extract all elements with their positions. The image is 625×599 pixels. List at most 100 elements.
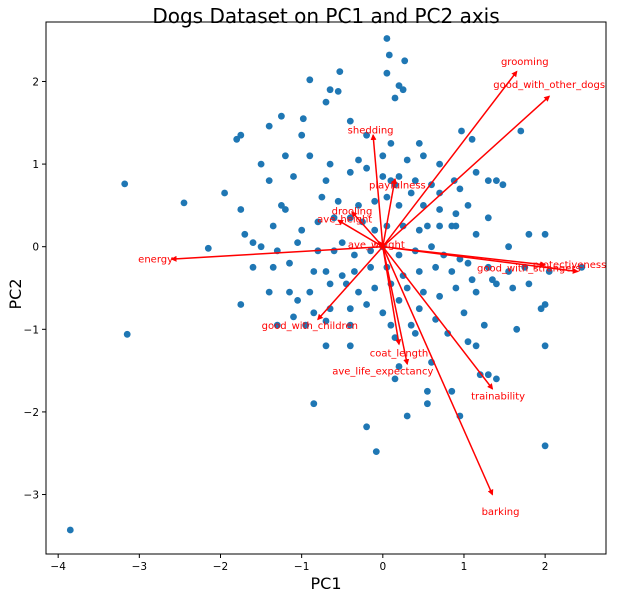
y-axis-label: PC2 [6, 279, 25, 310]
loading-arrow-shedding [370, 134, 384, 247]
loading-arrow-ave-life-expectancy [382, 246, 410, 366]
data-point [383, 35, 391, 42]
data-point [257, 160, 265, 168]
data-point [346, 305, 354, 313]
data-point [334, 88, 342, 95]
data-point [249, 263, 257, 271]
data-point [395, 251, 403, 259]
loading-label-ave-weight: ave_weight [348, 240, 405, 251]
data-point [221, 189, 229, 197]
data-point [363, 423, 370, 431]
data-point [383, 69, 391, 77]
data-point [379, 309, 387, 317]
data-point [363, 131, 370, 139]
data-point [403, 156, 411, 164]
data-point [355, 288, 362, 296]
data-point [322, 317, 330, 325]
data-point [436, 222, 443, 230]
data-point [424, 387, 431, 395]
data-point [123, 330, 131, 338]
data-point [278, 202, 285, 209]
loading-arrow-good-with-strangers [382, 245, 547, 268]
data-point [330, 214, 338, 222]
data-point [436, 292, 443, 300]
data-point [415, 140, 423, 147]
data-point [322, 177, 330, 185]
data-point [299, 115, 307, 123]
data-point [391, 375, 399, 383]
data-point [351, 268, 358, 275]
loading-label-drooling: drooling [332, 206, 373, 217]
data-point [484, 177, 492, 185]
data-point [379, 152, 387, 160]
data-point [505, 268, 512, 275]
data-point [371, 284, 379, 292]
data-point [237, 301, 245, 308]
data-point [436, 206, 443, 213]
data-point [371, 226, 379, 234]
data-point [411, 177, 419, 185]
data-point [387, 321, 395, 329]
data-point [273, 321, 281, 329]
loading-label-good-with-children: good_with_children [262, 321, 358, 332]
data-point [322, 268, 330, 275]
data-point [66, 526, 74, 534]
loading-label-energy: energy [138, 254, 173, 265]
data-point [420, 288, 427, 296]
data-point [334, 197, 342, 205]
data-point [415, 268, 423, 275]
data-point [298, 226, 306, 234]
data-point [403, 284, 411, 292]
data-point [286, 288, 293, 296]
data-point [385, 51, 393, 59]
data-point [233, 135, 241, 143]
data-point [249, 239, 257, 247]
data-point [525, 230, 533, 238]
data-point [391, 94, 399, 102]
data-point [407, 321, 415, 329]
data-point [318, 193, 326, 201]
data-point [472, 168, 480, 176]
data-point [326, 160, 334, 168]
data-point [265, 122, 273, 130]
data-point [326, 86, 334, 94]
y-tick-label: −2 [24, 407, 39, 419]
data-point [322, 342, 330, 350]
data-point [468, 276, 476, 284]
data-point [241, 230, 249, 238]
data-point [452, 210, 460, 218]
data-point [541, 230, 549, 238]
data-point [484, 371, 492, 379]
data-point [472, 342, 480, 350]
data-point [346, 342, 354, 350]
loading-arrows [170, 70, 579, 496]
loading-label-playfulness: playfulness [369, 181, 426, 192]
loading-label-good-with-strangers: good_with_strangers [477, 263, 581, 274]
data-point [265, 177, 273, 185]
data-point [468, 135, 476, 143]
data-point [464, 202, 472, 209]
data-point [444, 330, 452, 337]
y-tick-label: −3 [24, 490, 39, 502]
data-point [269, 222, 277, 230]
plot-frame [45, 21, 607, 555]
data-point [371, 197, 379, 205]
data-point [322, 98, 330, 106]
data-point [294, 239, 301, 247]
x-tick-label: −4 [50, 561, 66, 573]
data-point [484, 214, 492, 222]
loading-arrow-energy [170, 245, 383, 262]
y-tick-label: −1 [24, 324, 39, 336]
loading-label-ave-height: ave_height [317, 215, 372, 226]
data-point [286, 259, 293, 267]
data-point [517, 127, 525, 135]
data-point [379, 173, 387, 180]
data-point [464, 338, 472, 346]
data-point [407, 189, 415, 197]
loading-label-barking: barking [482, 507, 520, 518]
data-point [452, 284, 460, 292]
data-point [351, 251, 358, 259]
data-point [493, 177, 500, 185]
data-point [541, 442, 549, 450]
x-tick-label: −1 [294, 561, 309, 573]
